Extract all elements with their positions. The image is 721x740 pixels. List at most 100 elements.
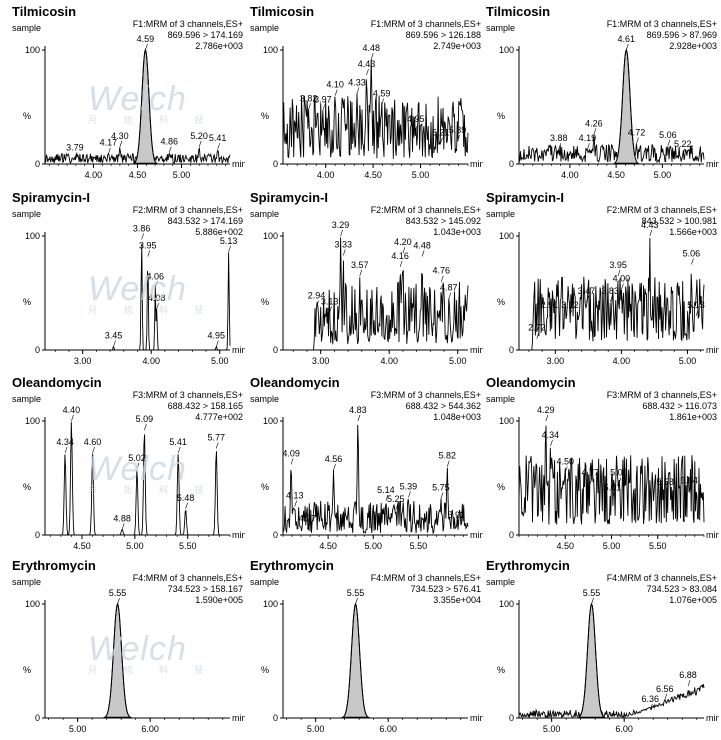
x-tick-label: 5.00 [173, 170, 191, 180]
peak-leader [682, 148, 686, 155]
y-tick-label: 0 [509, 159, 514, 169]
sample-label: sample [12, 577, 42, 587]
peak-leader [667, 139, 671, 146]
x-tick-label: 4.00 [85, 170, 103, 180]
peak-label: 3.82 [300, 93, 318, 103]
sample-label: sample [12, 209, 42, 219]
peak-leader [145, 43, 148, 51]
peak-leader [440, 137, 443, 144]
peak-leader [141, 233, 144, 240]
peak-label: 2.72 [528, 323, 546, 333]
intensity-text: 1.076e+005 [669, 595, 717, 605]
peak-label: 5.75 [432, 483, 450, 493]
x-tick-label: 6.00 [379, 724, 397, 734]
x-tick-label: 5.00 [307, 724, 325, 734]
peak-label: 6.56 [656, 684, 674, 694]
y-axis-label: % [23, 297, 31, 307]
peak-label: 5.06 [659, 130, 677, 140]
peak-leader [687, 679, 691, 687]
y-tick-label: 100 [499, 45, 514, 55]
peak-leader [308, 103, 311, 110]
watermark-logo: Welch 月 旭 科 技 [88, 270, 216, 315]
x-tick-label: 4.50 [556, 541, 574, 551]
sample-label: sample [12, 394, 42, 404]
compound-title: Tilmicosin [12, 4, 77, 19]
peak-label: 4.26 [585, 118, 603, 128]
peak-leader [322, 104, 326, 111]
x-axis-label: min [232, 713, 245, 723]
y-axis-label: % [261, 482, 269, 492]
peak-leader [117, 597, 120, 605]
x-tick-label: 3.00 [312, 356, 330, 366]
x-tick-label: 4.00 [317, 170, 335, 180]
peak-label: 4.06 [147, 271, 165, 281]
peak-label: 4.17 [100, 138, 118, 148]
y-tick-label: 0 [509, 713, 514, 723]
peak-leader [558, 143, 562, 150]
channel-text: F4:MRM of 3 channels,ES+ [370, 573, 481, 583]
x-tick-label: 4.00 [380, 356, 398, 366]
peak-leader [343, 249, 346, 256]
peak-label: 4.87 [440, 283, 458, 293]
peak-label: 5.55 [347, 588, 365, 598]
x-tick-label: 3.00 [547, 356, 565, 366]
chromatogram-trace [518, 48, 705, 164]
peak-leader [636, 137, 639, 144]
compound-title: Tilmicosin [250, 4, 315, 19]
x-axis-label: min [706, 530, 719, 540]
peak-label: 4.95 [208, 331, 226, 341]
x-tick-label: 5.50 [179, 541, 197, 551]
x-axis-label: min [470, 530, 483, 540]
chromatogram-panel: Spiramycin-I sample F2:MRM of 3 channels,E… [10, 190, 245, 372]
channel-info: F4:MRM of 3 channels,ES+ 734.523 > 83.084… [607, 573, 717, 606]
peak-leader [316, 300, 319, 307]
x-tick-label: 4.50 [129, 170, 147, 180]
y-tick-label: 0 [273, 713, 278, 723]
x-axis-label: min [706, 159, 719, 169]
transition-text: 688.432 > 544.362 [405, 401, 481, 411]
watermark-logo: Welch 月 旭 科 技 [88, 450, 216, 495]
peak-label: 4.34 [56, 437, 74, 447]
compound-title: Erythromycin [486, 558, 570, 573]
y-axis-label: % [261, 111, 269, 121]
compound-title: Erythromycin [250, 558, 334, 573]
peak-leader [177, 446, 181, 454]
channel-info: F1:MRM of 3 channels,ES+ 869.596 > 174.16… [133, 19, 243, 52]
peak-label: 3.79 [66, 142, 84, 152]
x-tick-label: 4.00 [613, 356, 631, 366]
compound-title: Tilmicosin [486, 4, 551, 19]
peak-label: 4.09 [282, 448, 300, 458]
peak-label: 4.16 [391, 251, 409, 261]
peak-leader [457, 135, 460, 142]
intensity-text: 1.566e+003 [669, 227, 717, 237]
x-tick-label: 5.00 [603, 541, 621, 551]
peak-leader [74, 152, 78, 159]
x-tick-label: 5.00 [211, 356, 229, 366]
peak-leader [215, 442, 219, 449]
chromatogram-plot: 0 100% 5.00 6.00 min 5.55 [261, 588, 483, 734]
peak-label: 5.82 [438, 451, 456, 461]
compound-title: Spiramycin-I [250, 190, 329, 205]
peak-label: 3.88 [550, 133, 568, 143]
compound-title: Oleandomycin [486, 375, 576, 390]
peak-label: 4.88 [113, 513, 131, 523]
peak-label: 3.57 [351, 260, 369, 270]
x-tick-label: 5.50 [410, 541, 428, 551]
peak-label: 6.36 [642, 694, 660, 704]
peak-label: 2.91 [541, 300, 559, 310]
chromatogram-plot: 0 100% 5.00 6.00 min 5.55 [23, 588, 245, 734]
channel-info: F3:MRM of 3 channels,ES+ 688.432 > 544.36… [371, 390, 481, 423]
channel-info: F2:MRM of 3 channels,ES+ 843.532 > 174.16… [133, 205, 243, 238]
x-axis-label: min [470, 159, 483, 169]
intensity-text: 5.886e+002 [195, 227, 243, 237]
sample-label: sample [12, 23, 42, 33]
peak-label: 5.08 [610, 468, 628, 478]
chromatogram-panel: Tilmicosin sample F1:MRM of 3 channels,ES+… [248, 4, 483, 186]
channel-text: F2:MRM of 3 channels,ES+ [370, 205, 481, 215]
transition-text: 688.432 > 116.073 [642, 401, 717, 411]
chromatogram-trace [282, 424, 469, 535]
transition-text: 734.523 > 83.084 [646, 584, 717, 594]
peak-label: 4.33 [348, 77, 366, 87]
peak-leader [587, 143, 590, 150]
